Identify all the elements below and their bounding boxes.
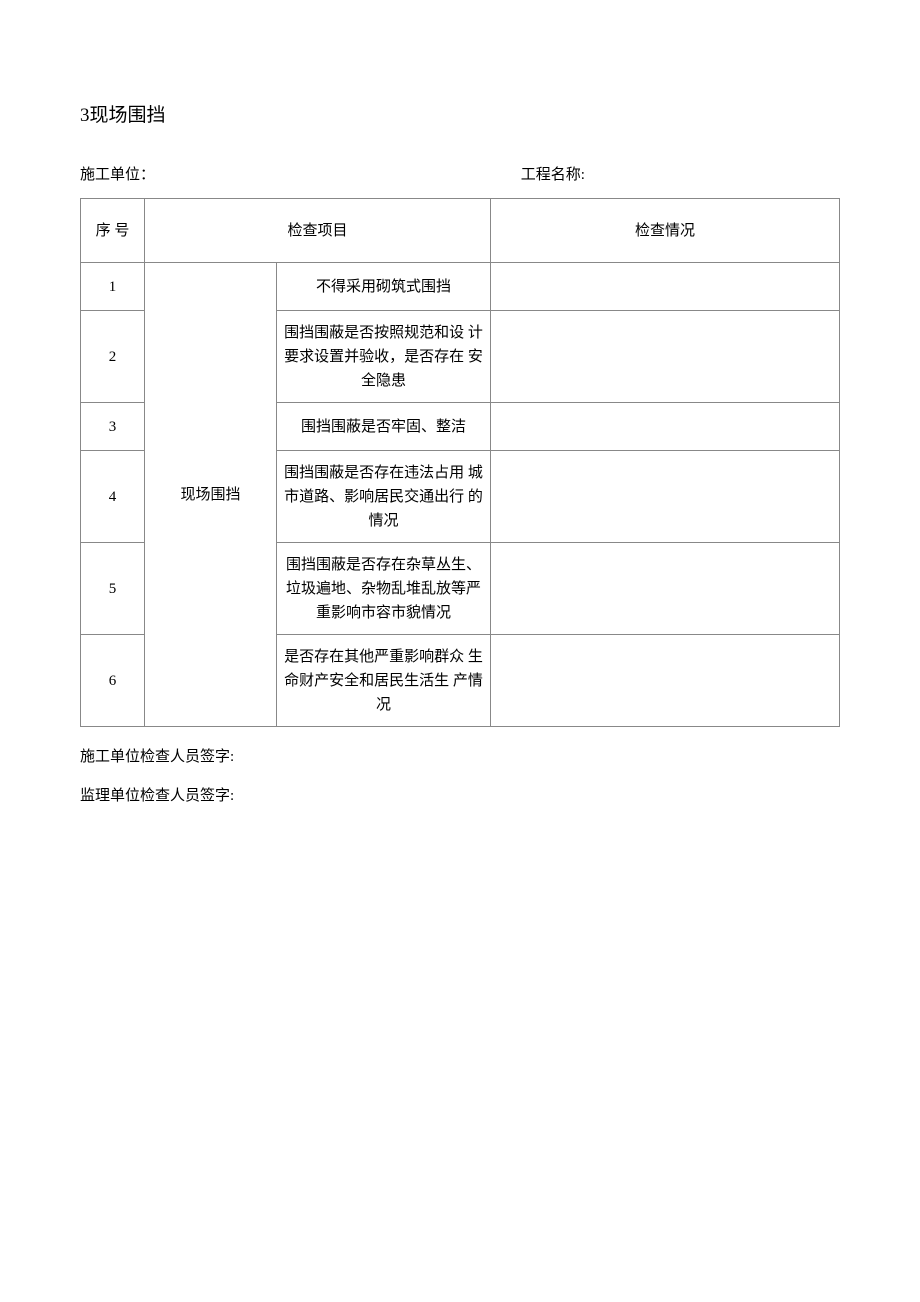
cell-item: 不得采用砌筑式围挡 bbox=[277, 263, 491, 311]
cell-item: 围挡围蔽是否按照规范和设 计要求设置并验收，是否存在 安全隐患 bbox=[277, 311, 491, 403]
cell-status bbox=[491, 263, 840, 311]
table-row: 1 现场围挡 不得采用砌筑式围挡 bbox=[81, 263, 840, 311]
construction-unit-label: 施工单位： bbox=[80, 163, 521, 184]
cell-seq: 1 bbox=[81, 263, 145, 311]
header-seq: 序 号 bbox=[81, 199, 145, 263]
cell-status bbox=[491, 311, 840, 403]
construction-signer-label: 施工单位检查人员签字: bbox=[80, 745, 840, 766]
cell-status bbox=[491, 451, 840, 543]
cell-category: 现场围挡 bbox=[145, 263, 277, 727]
cell-item: 围挡围蔽是否牢固、整洁 bbox=[277, 403, 491, 451]
inspection-table: 序 号 检查项目 检查情况 1 现场围挡 不得采用砌筑式围挡 2 围挡围蔽是否按… bbox=[80, 198, 840, 727]
cell-status bbox=[491, 543, 840, 635]
cell-status bbox=[491, 403, 840, 451]
table-header-row: 序 号 检查项目 检查情况 bbox=[81, 199, 840, 263]
cell-item: 围挡围蔽是否存在杂草丛生、垃圾遍地、杂物乱堆乱放等严重影响市容市貌情况 bbox=[277, 543, 491, 635]
cell-seq: 2 bbox=[81, 311, 145, 403]
cell-seq: 5 bbox=[81, 543, 145, 635]
section-title: 3现场围挡 bbox=[80, 100, 840, 127]
cell-seq: 4 bbox=[81, 451, 145, 543]
cell-item: 是否存在其他严重影响群众 生命财产安全和居民生活生 产情况 bbox=[277, 635, 491, 727]
cell-seq: 3 bbox=[81, 403, 145, 451]
header-check-status: 检查情况 bbox=[491, 199, 840, 263]
meta-row: 施工单位： 工程名称: bbox=[80, 163, 840, 184]
cell-seq: 6 bbox=[81, 635, 145, 727]
supervision-signer-label: 监理单位检查人员签字: bbox=[80, 784, 840, 805]
cell-item: 围挡围蔽是否存在违法占用 城市道路、影响居民交通出行 的情况 bbox=[277, 451, 491, 543]
header-check-item: 检查项目 bbox=[145, 199, 491, 263]
project-name-label: 工程名称: bbox=[521, 163, 840, 184]
cell-status bbox=[491, 635, 840, 727]
